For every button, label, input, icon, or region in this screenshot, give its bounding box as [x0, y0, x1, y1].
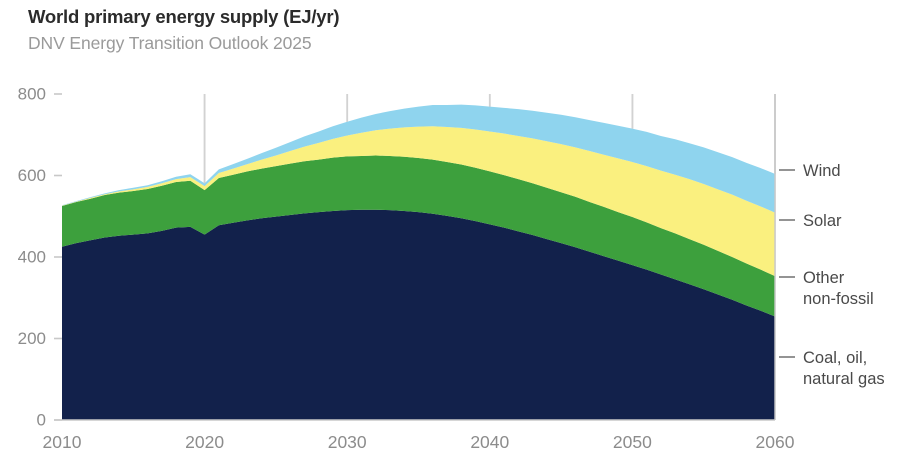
y-axis-ticks: 0 200 400 600 800 — [18, 84, 62, 429]
x-tick-label-2060: 2060 — [756, 432, 795, 452]
y-tick-label-800: 800 — [18, 84, 46, 103]
y-tick-label-600: 600 — [18, 166, 46, 185]
x-tick-label-2020: 2020 — [185, 432, 224, 452]
area-other-non-fossil — [62, 155, 775, 317]
x-tick-label-2030: 2030 — [328, 432, 367, 452]
x-tick-label-2040: 2040 — [470, 432, 509, 452]
y-tick-label-400: 400 — [18, 247, 46, 266]
area-coal-oil-natural-gas — [62, 209, 775, 420]
page-title: World primary energy supply (EJ/yr) — [28, 6, 340, 27]
legend-label-0[interactable]: Wind — [803, 162, 841, 180]
legend: Wind Solar Other non-fossil Coal, oil, natura… — [779, 162, 885, 388]
x-tick-label-2010: 2010 — [43, 432, 82, 452]
area-wind — [62, 104, 775, 213]
x-tick-label-2050: 2050 — [613, 432, 652, 452]
legend-label-2-line2[interactable]: non-fossil — [803, 290, 874, 308]
y-tick-label-200: 200 — [18, 329, 46, 348]
area-series-group — [62, 104, 775, 420]
legend-label-3-line2[interactable]: natural gas — [803, 370, 885, 388]
axis-lines — [54, 94, 776, 421]
y-tick-label-0: 0 — [37, 410, 46, 429]
legend-label-1[interactable]: Solar — [803, 212, 842, 230]
x-axis-ticks: 2010 2020 2030 2040 2050 2060 — [43, 432, 795, 452]
area-solar — [62, 126, 775, 277]
legend-label-3[interactable]: Coal, oil, — [803, 349, 867, 367]
page-subtitle: DNV Energy Transition Outlook 2025 — [28, 33, 312, 53]
legend-label-2[interactable]: Other — [803, 269, 845, 287]
